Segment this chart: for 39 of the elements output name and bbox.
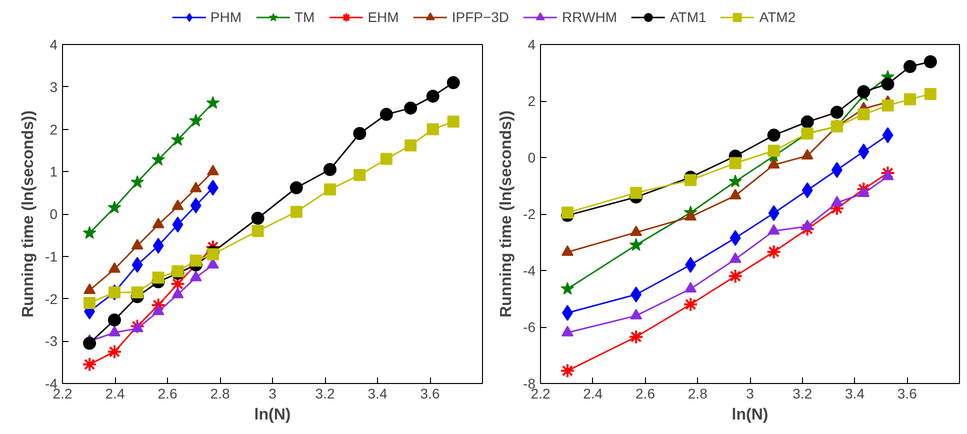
x-tick-label: 2.6 xyxy=(636,386,656,402)
legend-label: PHM xyxy=(210,9,242,25)
y-tick-label: -4 xyxy=(523,262,536,278)
x-tick-label: 3 xyxy=(268,386,277,402)
y-tick-label: 0 xyxy=(50,206,58,222)
x-tick-label: 2.6 xyxy=(158,386,178,402)
x-axis-title: ln(N) xyxy=(254,406,291,424)
x-tick-label: 3 xyxy=(746,386,754,402)
x-tick-label: 3.4 xyxy=(368,386,388,402)
legend-label: ATM2 xyxy=(759,9,796,25)
y-tick-label: 1 xyxy=(50,164,58,180)
y-tick-label: 0 xyxy=(528,150,536,166)
y-tick-label: -2 xyxy=(523,206,536,222)
y-axis-title: Running time (ln(seconds)) xyxy=(20,110,38,318)
x-tick-label: 3.2 xyxy=(792,386,812,402)
y-tick-label: 2 xyxy=(528,93,536,109)
legend-label: EHM xyxy=(368,9,399,25)
y-tick-label: -2 xyxy=(45,290,58,307)
y-tick-label: 4 xyxy=(528,36,536,52)
x-tick-label: 3.4 xyxy=(845,386,865,402)
y-tick-label: 2 xyxy=(50,121,58,138)
x-tick-label: 2.8 xyxy=(688,386,708,402)
y-axis-title: Running time (ln(seconds)) xyxy=(498,110,516,318)
y-tick-label: -3 xyxy=(45,333,58,350)
x-tick-label: 3.6 xyxy=(420,386,440,402)
x-tick-label: 2.4 xyxy=(105,386,125,402)
legend-label: RRWHM xyxy=(562,9,618,25)
legend-label: TM xyxy=(294,9,315,25)
x-tick-label: 3.2 xyxy=(315,386,335,402)
x-axis-title: ln(N) xyxy=(732,406,768,424)
x-tick-label: 3.6 xyxy=(897,386,918,402)
y-tick-label: 4 xyxy=(50,36,58,52)
y-tick-label: -6 xyxy=(523,319,536,335)
y-tick-label: -1 xyxy=(45,248,58,264)
x-tick-label: 2.8 xyxy=(210,386,230,402)
x-tick-label: 2.4 xyxy=(583,386,603,402)
legend-label: IPFP−3D xyxy=(452,9,510,25)
legend-label: ATM1 xyxy=(670,9,706,25)
y-tick-label: 3 xyxy=(50,78,58,95)
